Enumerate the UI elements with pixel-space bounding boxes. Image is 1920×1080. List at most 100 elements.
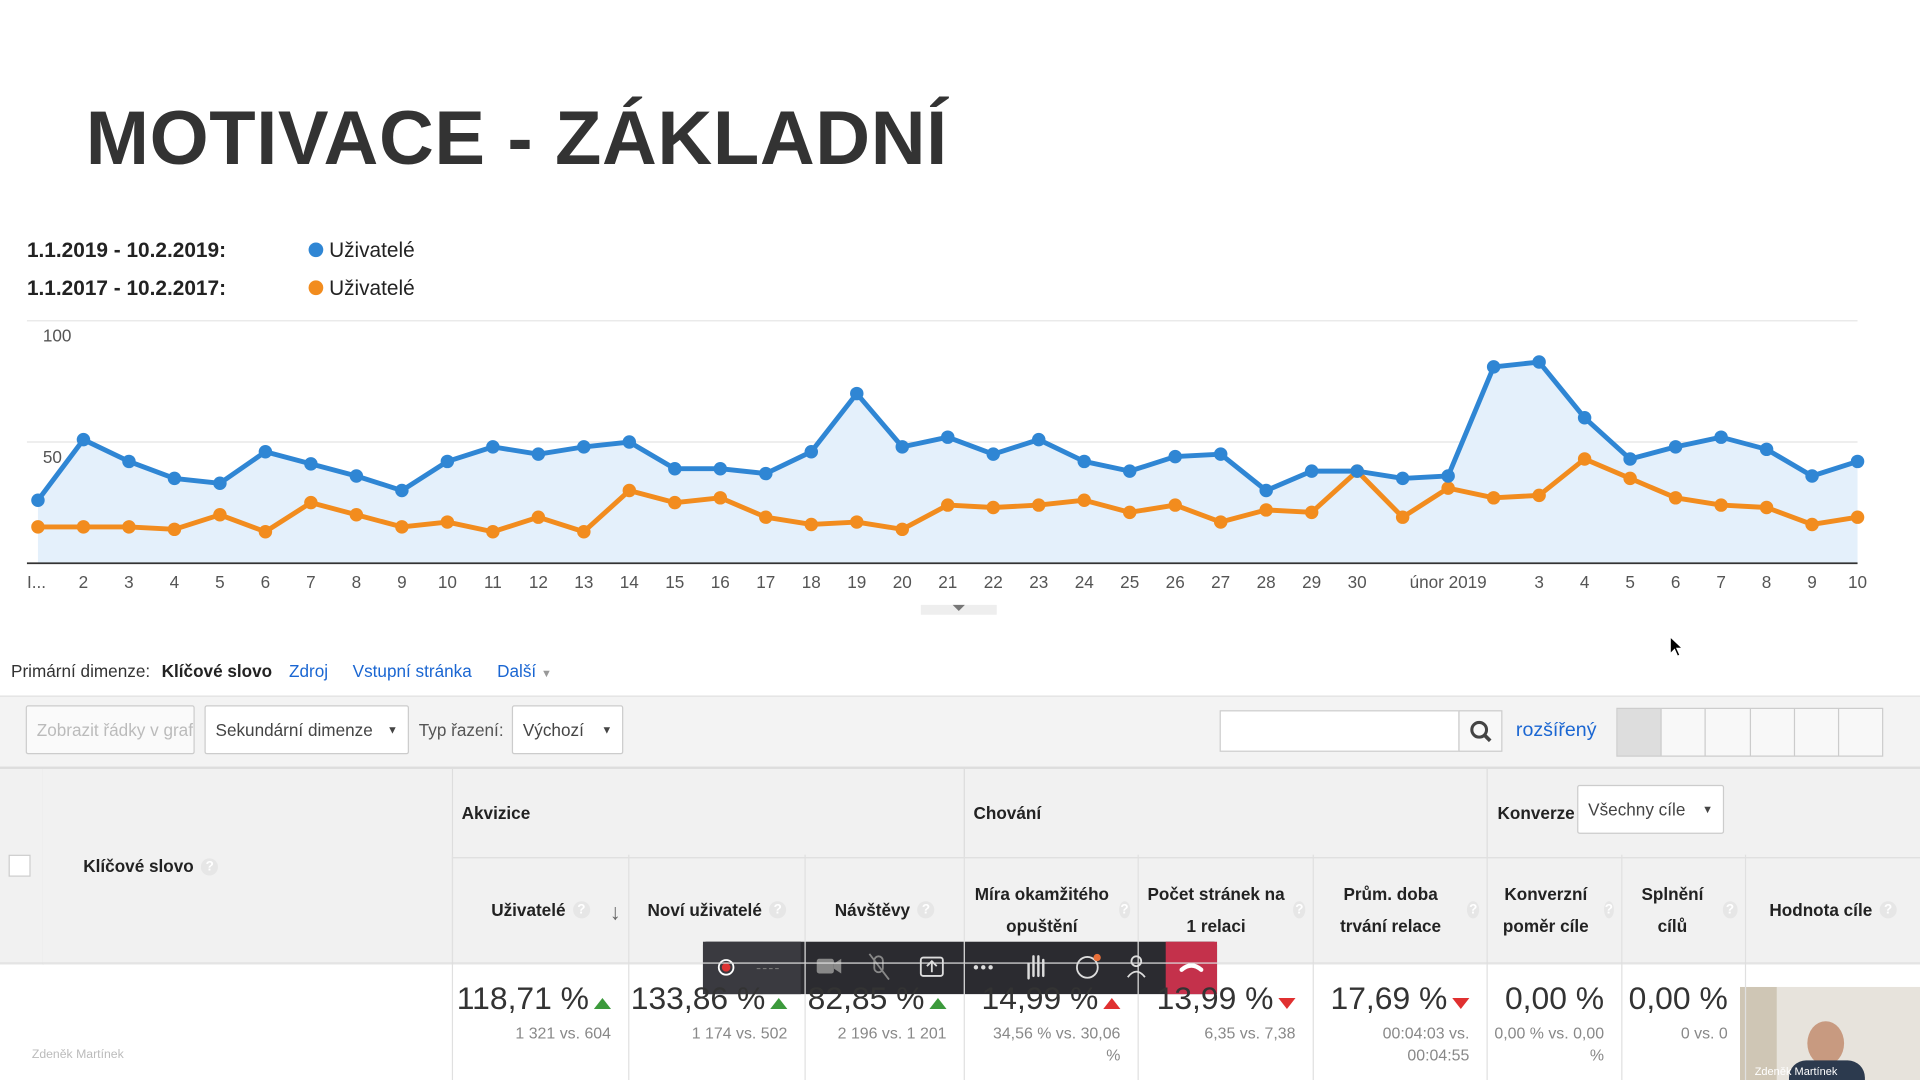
x-tick-label: 4: [170, 572, 180, 592]
group-header: Akvizice: [461, 803, 531, 823]
x-tick-label: 4: [1580, 572, 1590, 592]
secondary-dimension[interactable]: Sekundární dimenze ▼: [204, 705, 409, 755]
dimension-active[interactable]: Klíčové slovo: [161, 661, 273, 681]
view-pie[interactable]: [1662, 708, 1707, 756]
data-point: [668, 461, 682, 476]
column-header: Prům. doba trvání relace?: [1312, 854, 1487, 964]
select-all-checkbox[interactable]: [8, 854, 31, 877]
legend-entry: Uživatelé: [308, 277, 415, 301]
column-header-label: Prům. doba trvání relace: [1340, 883, 1442, 935]
participants-button[interactable]: [1130, 955, 1143, 968]
dimension-more[interactable]: Další: [497, 661, 537, 681]
hangup-button[interactable]: [1165, 941, 1218, 995]
data-point: [850, 515, 864, 529]
data-point: [1259, 483, 1273, 498]
search-button[interactable]: [1458, 710, 1503, 752]
x-tick-label: 14: [620, 572, 640, 592]
sort-value: Výchozí: [522, 720, 584, 740]
group-header: Chování: [973, 803, 1042, 823]
total-compare: 00:04:03 vs. 00:04:55: [1382, 1023, 1470, 1065]
x-tick-label: 9: [1807, 572, 1817, 592]
data-point: [1304, 505, 1319, 520]
data-point: [395, 520, 409, 534]
goal-select[interactable]: Všechny cíle ▼: [1577, 784, 1725, 834]
search-input[interactable]: [1219, 710, 1460, 752]
data-point: [1168, 449, 1182, 464]
data-point: [713, 491, 728, 505]
x-tick-label: 2: [79, 572, 89, 592]
share-button[interactable]: [919, 956, 944, 977]
plot-rows-button[interactable]: Zobrazit řádky v grafu: [25, 705, 195, 755]
data-point: [622, 483, 637, 498]
x-tick-label: 8: [352, 572, 362, 592]
data-point: [1623, 452, 1637, 466]
data-point: [668, 495, 682, 510]
help-icon: ?: [572, 900, 591, 918]
cell-divider: [1486, 963, 1488, 1080]
more-button[interactable]: [973, 965, 993, 970]
x-tick-label: 13: [574, 572, 593, 592]
video-thumbnail: Zdeněk Martínek: [1740, 986, 1920, 1080]
total-value-row: 13,99 %: [1138, 980, 1296, 1018]
change-arrow: [593, 998, 612, 1010]
data-point: [850, 386, 864, 401]
data-point: [531, 447, 546, 461]
total-cell: 17,69 % 00:04:03 vs. 00:04:55: [1313, 980, 1487, 1067]
x-tick-label: 20: [893, 572, 912, 592]
key-column-header: [42, 768, 452, 965]
x-tick-label: 12: [529, 572, 548, 592]
cell-divider: [1137, 963, 1139, 1080]
view-term-cloud[interactable]: [1795, 708, 1840, 756]
data-point: [258, 445, 273, 459]
x-tick-label: 30: [1348, 572, 1367, 592]
dimension-link[interactable]: Další ▼: [497, 661, 552, 681]
data-point: [941, 430, 955, 444]
change-arrow: [1278, 998, 1296, 1010]
data-point: [31, 493, 45, 507]
total-value-row: 133,86 %: [628, 980, 788, 1018]
raise-hand-button[interactable]: [1027, 955, 1045, 980]
data-point: [1395, 510, 1410, 524]
column-header-label: Hodnota cíle: [1769, 899, 1873, 919]
total-compare: 1 174 vs. 502: [691, 1023, 788, 1043]
column-header: Noví uživatelé?: [628, 854, 804, 964]
x-tick-label: 16: [711, 572, 730, 592]
sort-select[interactable]: Výchozí ▼: [511, 705, 624, 755]
column-header: Míra okamžitého opuštění?: [963, 854, 1138, 964]
y-tick-label: 50: [43, 447, 62, 467]
data-point: [1850, 510, 1865, 524]
data-point: [304, 457, 318, 471]
help-icon: ?: [1603, 900, 1614, 918]
presenter-name: Zdeněk Martínek: [31, 1048, 124, 1062]
data-point: [1577, 452, 1592, 466]
chat-button[interactable]: [1076, 956, 1099, 979]
mic-button[interactable]: [873, 955, 884, 974]
data-point: [1122, 464, 1137, 478]
x-tick-label: 21: [938, 572, 957, 592]
record-button[interactable]: [717, 959, 735, 976]
key-column-label: Klíčové slovo?: [83, 856, 219, 876]
dimension-link[interactable]: Vstupní stránka: [352, 661, 472, 681]
view-switcher: [1616, 707, 1884, 757]
x-tick-label: 26: [1166, 572, 1185, 592]
view-table[interactable]: [1617, 708, 1662, 756]
view-pivot[interactable]: [1839, 709, 1882, 756]
total-value-row: 118,71 %: [452, 980, 612, 1018]
dimension-link[interactable]: Zdroj: [288, 661, 329, 681]
table: Klíčové slovo? Akvizice Chování Konverze…: [0, 766, 1920, 1080]
total-cell: 14,99 % 34,56 % vs. 30,06 %: [964, 980, 1138, 1067]
x-tick-label: únor 2019: [1410, 572, 1487, 592]
change-arrow: [1103, 998, 1121, 1010]
legend-dot: [308, 280, 324, 296]
column-header: Hodnota cíle?: [1744, 854, 1920, 964]
advanced-link[interactable]: rozšířený: [1515, 720, 1597, 741]
data-point: [1168, 498, 1182, 512]
total-value-row: 82,85 %: [804, 980, 947, 1018]
meeting-controls: [702, 941, 1218, 995]
view-comparison[interactable]: [1750, 708, 1795, 756]
help-icon: ?: [917, 900, 935, 918]
data-point: [213, 476, 227, 490]
view-performance[interactable]: [1706, 708, 1751, 756]
